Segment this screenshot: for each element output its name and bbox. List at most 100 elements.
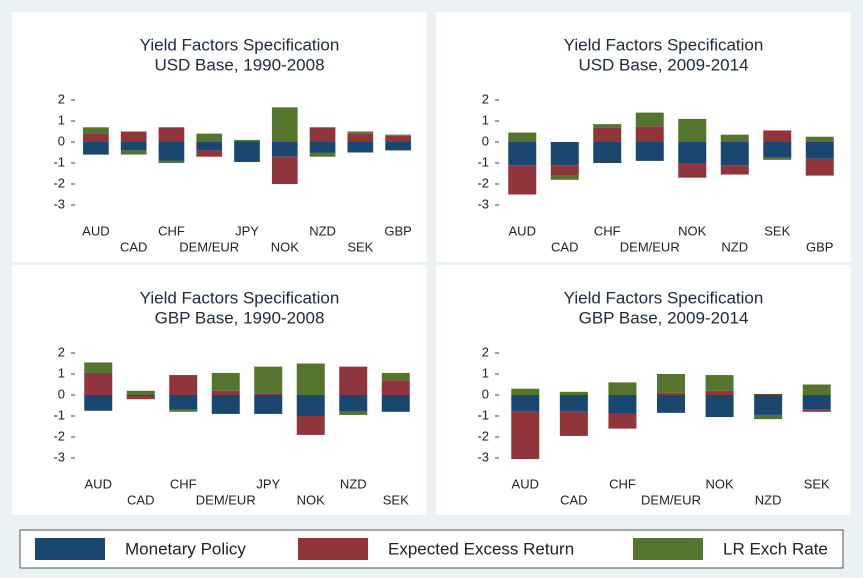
x-tick-label: NZD [340,476,367,491]
x-tick-label: JPY [256,476,280,491]
bar-segment [196,133,223,142]
bar-segment [196,150,223,157]
x-tick-label: AUD [82,223,109,238]
x-tick-label: CAD [551,239,578,254]
panel [436,265,851,515]
bar-segment [508,165,537,195]
legend-swatch [633,538,703,560]
y-tick-label: -3 [477,196,489,211]
x-tick-label: CHF [594,223,621,238]
y-tick-label: 1 [58,112,65,127]
bar-segment [234,140,260,142]
bar-segment [593,142,622,163]
bar-segment [508,142,537,166]
legend-swatch [35,538,105,560]
bar-segment [511,395,540,412]
bar-segment [805,158,834,176]
bar-segment [126,396,155,400]
x-tick-label: CAD [560,492,587,507]
y-tick-label: 2 [58,91,65,106]
bar-segment [271,142,298,157]
x-tick-label: AUD [509,223,536,238]
bar-segment [678,142,707,163]
x-tick-label: DEM/EUR [196,492,256,507]
x-tick-label: AUD [85,476,112,491]
y-tick-label: 0 [482,133,489,148]
x-tick-label: NOK [705,476,734,491]
bar-segment [754,414,783,420]
bar-segment [508,132,537,142]
y-tick-label: -3 [53,196,65,211]
bar-segment [234,139,260,141]
bar-segment [196,142,223,151]
bar-segment [309,142,336,153]
bar-segment [211,395,240,414]
bar-segment [254,366,283,394]
y-tick-label: 1 [482,112,489,127]
bar-segment [720,165,749,175]
legend-label: Expected Excess Return [388,539,574,558]
bar-segment [347,131,374,134]
bar-segment [126,390,155,395]
bar-segment [254,395,283,414]
y-tick-label: -2 [477,428,489,443]
y-tick-label: -1 [477,154,489,169]
y-tick-label: -2 [53,175,65,190]
bar-segment [550,175,579,180]
chart-title: Yield Factors Specification [564,35,764,54]
x-tick-label: NOK [297,492,326,507]
legend-label: LR Exch Rate [723,539,828,558]
bar-segment [657,374,685,393]
x-tick-label: GBP [384,223,411,238]
bar-segment [705,395,734,418]
bar-segment [271,156,298,184]
bar-segment [385,134,411,136]
bar-segment [339,395,368,412]
bar-segment [254,393,283,395]
x-tick-label: CAD [127,492,154,507]
chart-subtitle: GBP Base, 2009-2014 [579,308,749,327]
x-tick-label: GBP [806,239,833,254]
y-tick-label: 0 [58,386,65,401]
bar-segment [754,393,783,395]
bar-segment [754,395,783,415]
x-tick-label: NOK [271,239,300,254]
bar-segment [657,392,685,395]
bar-segment [550,165,579,176]
bar-segment [381,372,410,381]
x-tick-label: SEK [383,492,409,507]
chart-title: Yield Factors Specification [140,35,340,54]
bar-segment [296,363,325,395]
bar-segment [720,134,749,142]
x-tick-label: CHF [170,476,197,491]
chart-title: Yield Factors Specification [564,288,764,307]
x-tick-label: AUD [512,476,539,491]
bar-segment [511,388,540,395]
bar-segment [84,362,113,373]
x-tick-label: CAD [120,239,147,254]
x-tick-label: NOK [678,223,707,238]
bar-segment [84,395,113,411]
x-tick-label: SEK [764,223,790,238]
y-tick-label: 1 [482,365,489,380]
bar-segment [593,127,622,142]
bar-segment [120,142,147,151]
x-tick-label: CHF [158,223,185,238]
legend-label: Monetary Policy [125,539,246,558]
bar-segment [83,142,109,155]
bar-segment [678,163,707,178]
bar-segment [705,390,734,395]
bar-segment [169,375,198,395]
x-tick-label: SEK [347,239,373,254]
x-tick-label: DEM/EUR [620,239,680,254]
x-tick-label: CHF [609,476,636,491]
bar-segment [339,411,368,415]
bar-segment [511,411,540,460]
bar-segment [211,390,240,395]
chart-title: Yield Factors Specification [140,288,340,307]
y-tick-label: -1 [53,154,65,169]
y-tick-label: -3 [477,449,489,464]
bar-segment [608,395,637,414]
